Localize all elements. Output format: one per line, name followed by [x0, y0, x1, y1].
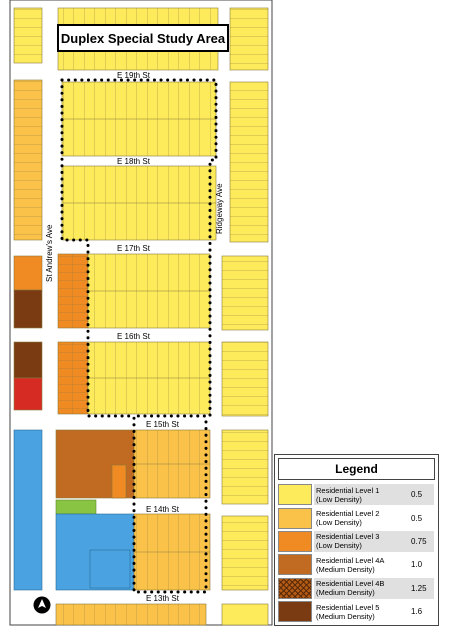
legend-list: Residential Level 1 (Low Density) 0.5 Resid…: [278, 483, 436, 623]
legend-item-density: (Low Density): [316, 494, 362, 504]
street-label-e16: E 16th St: [117, 332, 151, 341]
legend-item-name: Residential Level 2: [316, 509, 380, 519]
street-label-e19: E 19th St: [117, 71, 151, 80]
legend-item-value: 1.25: [408, 577, 434, 599]
legend-label: Residential Level 5 (Medium Density): [314, 601, 408, 622]
east-blocks: [221, 7, 269, 626]
street-label-e13: E 13th St: [146, 594, 180, 603]
central-blocks: [55, 7, 219, 626]
legend-item: Residential Level 4A (Medium Density) 1.0: [278, 553, 436, 576]
legend-label: Residential Level 4B (Medium Density): [314, 577, 408, 599]
legend-swatch: [278, 577, 312, 599]
legend: Legend Residential Level 1 (Low Density) 0…: [274, 454, 439, 626]
legend-item: Residential Level 2 (Low Density) 0.5: [278, 506, 436, 529]
legend-item-value: 0.5: [408, 484, 434, 506]
legend-item: Residential Level 4B (Medium Density) 1.25: [278, 577, 436, 600]
legend-swatch: [278, 530, 312, 552]
street-label-st-andrews: St Andrew's Ave: [45, 224, 54, 282]
west-blocks: [13, 7, 43, 591]
legend-swatch: [278, 507, 312, 529]
north-arrow-icon: [33, 596, 51, 614]
legend-item: Residential Level 1 (Low Density) 0.5: [278, 483, 436, 506]
legend-title: Legend: [278, 458, 435, 480]
legend-item-density: (Low Density): [316, 518, 362, 528]
legend-label: Residential Level 2 (Low Density): [314, 508, 408, 529]
legend-swatch: [278, 601, 312, 623]
legend-item-density: (Medium Density): [316, 588, 375, 598]
legend-item-name: Residential Level 4A: [316, 555, 385, 565]
legend-item-name: Residential Level 3: [316, 532, 380, 542]
study-area-boundary-west: [60, 78, 136, 418]
legend-item-value: 1.6: [411, 607, 423, 617]
street-label-e17: E 17th St: [117, 244, 151, 253]
legend-item-density: (Medium Density): [316, 611, 375, 621]
street-label-e14: E 14th St: [146, 505, 180, 514]
street-label-e15: E 15th St: [146, 420, 180, 429]
legend-label: Residential Level 3 (Low Density): [314, 530, 408, 552]
legend-item: Residential Level 5 (Medium Density) 1.6: [278, 600, 436, 623]
legend-item-name: Residential Level 4B: [316, 579, 385, 589]
legend-swatch: [278, 484, 312, 506]
legend-item-name: Residential Level 5: [316, 602, 380, 612]
legend-item: Residential Level 3 (Low Density) 0.75: [278, 530, 436, 553]
street-label-e18: E 18th St: [117, 157, 151, 166]
legend-item-name: Residential Level 1: [316, 485, 380, 495]
legend-swatch: [278, 554, 312, 576]
legend-item-value: 0.75: [408, 530, 434, 552]
legend-label: Residential Level 4A (Medium Density): [314, 554, 408, 575]
map-title: Duplex Special Study Area: [57, 24, 229, 52]
legend-item-density: (Medium Density): [316, 564, 375, 574]
study-area-boundary: [60, 78, 218, 594]
legend-item-value: 0.5: [411, 513, 423, 523]
legend-item-value: 1.0: [411, 560, 423, 570]
street-label-ridgeway: Ridgeway Ave: [215, 183, 224, 234]
legend-item-density: (Low Density): [316, 541, 362, 551]
legend-label: Residential Level 1 (Low Density): [314, 484, 408, 506]
